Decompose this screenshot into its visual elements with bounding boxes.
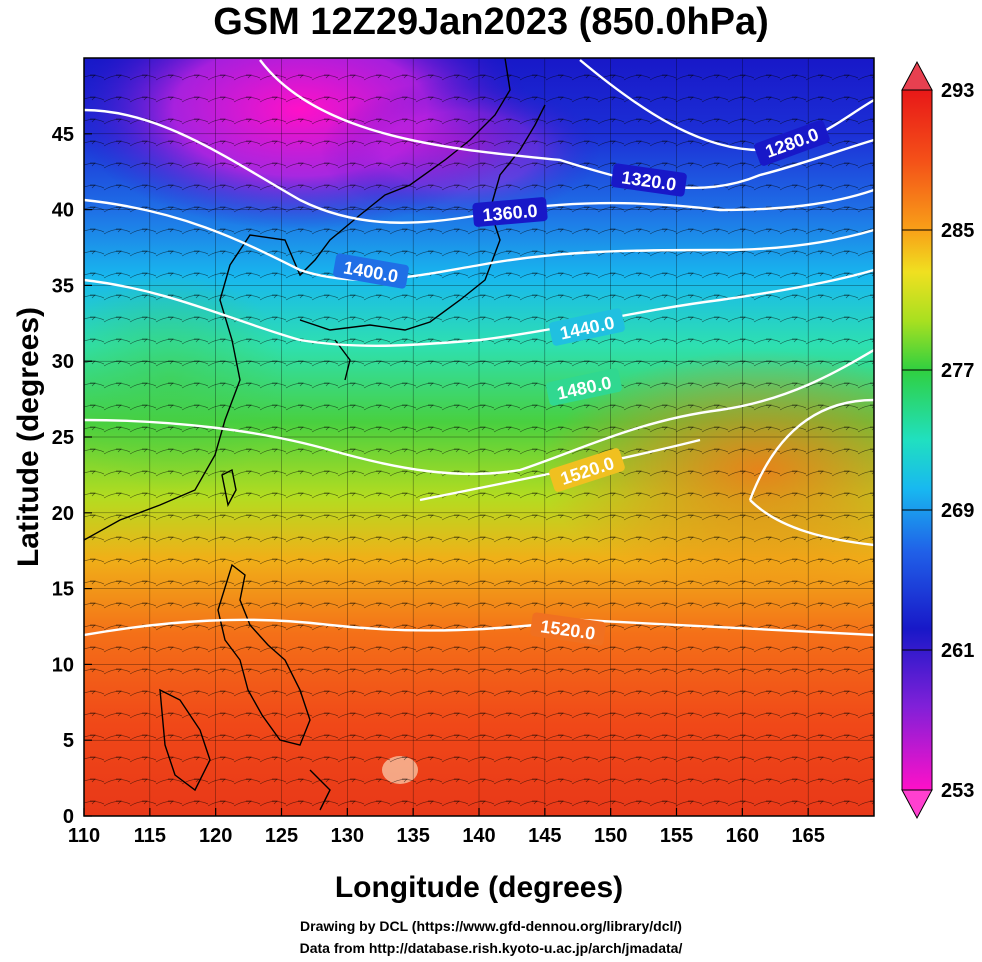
- x-tick-label: 140: [462, 825, 495, 847]
- y-tick-label: 20: [52, 503, 74, 525]
- x-tick-label: 115: [134, 825, 166, 847]
- y-tick-label: 15: [52, 579, 74, 601]
- contour-label-bg: [549, 448, 625, 492]
- x-tick-label: 125: [265, 825, 298, 847]
- x-tick-label: 160: [726, 825, 759, 847]
- colorbar-over-arrow: [901, 60, 933, 91]
- y-tick-label: 25: [52, 427, 74, 449]
- x-tick-label: 145: [528, 825, 561, 847]
- x-tick-label: 135: [396, 825, 429, 847]
- grid-lines: [84, 58, 874, 816]
- x-tick-label: 130: [331, 825, 364, 847]
- colorbar-tick-label: 285: [941, 220, 974, 242]
- contour-label-bg: [530, 612, 606, 646]
- map-title: GSM 12Z29Jan2023 (850.0hPa): [213, 1, 769, 43]
- x-tick-label: 120: [199, 825, 232, 847]
- footer-credit-drawing: Drawing by DCL (https://www.gfd-dennou.o…: [300, 918, 682, 934]
- footer-credit-data: Data from http://database.rish.kyoto-u.a…: [299, 940, 683, 956]
- contour-label-bg: [549, 308, 625, 346]
- colorbar-tick-label: 277: [941, 360, 974, 382]
- x-axis-label: Longitude (degrees): [335, 871, 623, 904]
- map-plot-area: 1280.0 1320.0 1360.0 1400.0 1440.0 1480.…: [84, 58, 874, 816]
- colorbar-scale: [901, 89, 933, 791]
- y-tick-label: 5: [63, 730, 74, 752]
- y-axis-label: Latitude (degrees): [12, 307, 45, 567]
- colorbar-tick-label: 269: [941, 500, 974, 522]
- y-tick-label: 40: [52, 200, 74, 222]
- y-tick-label: 30: [52, 351, 74, 373]
- y-tick-label: 10: [52, 654, 74, 676]
- colorbar-under-arrow: [901, 789, 933, 820]
- y-axis-ticks: 0 5 10 15 20 25 30 35 40 45: [52, 124, 92, 828]
- contour-label-bg: [611, 163, 687, 197]
- colorbar-tick-label: 261: [941, 640, 974, 662]
- contour-label-bg: [333, 253, 409, 289]
- x-tick-label: 165: [791, 825, 824, 847]
- x-tick-label: 150: [594, 825, 627, 847]
- colorbar-ticks: 293 285 277 269 261 253: [902, 80, 974, 802]
- contour-label-bg: [546, 368, 622, 406]
- y-tick-label: 35: [52, 275, 74, 297]
- x-tick-label: 110: [68, 825, 100, 847]
- contour-label-bg: [754, 120, 830, 166]
- coastlines: [84, 58, 546, 811]
- contour-label-1360: 1360.0: [482, 201, 539, 226]
- contour-label-bg: [472, 197, 548, 227]
- colorbar-tick-label: 253: [941, 780, 974, 802]
- colorbar-tick-label: 293: [941, 80, 974, 102]
- x-axis-ticks: 110 115 120 125 130 135 140 145 150 155 160 165: [68, 808, 825, 847]
- y-tick-label: 45: [52, 124, 74, 146]
- y-tick-label: 0: [63, 806, 74, 828]
- colorbar: 293 285 277 269 261 253: [901, 60, 974, 820]
- x-tick-label: 155: [660, 825, 693, 847]
